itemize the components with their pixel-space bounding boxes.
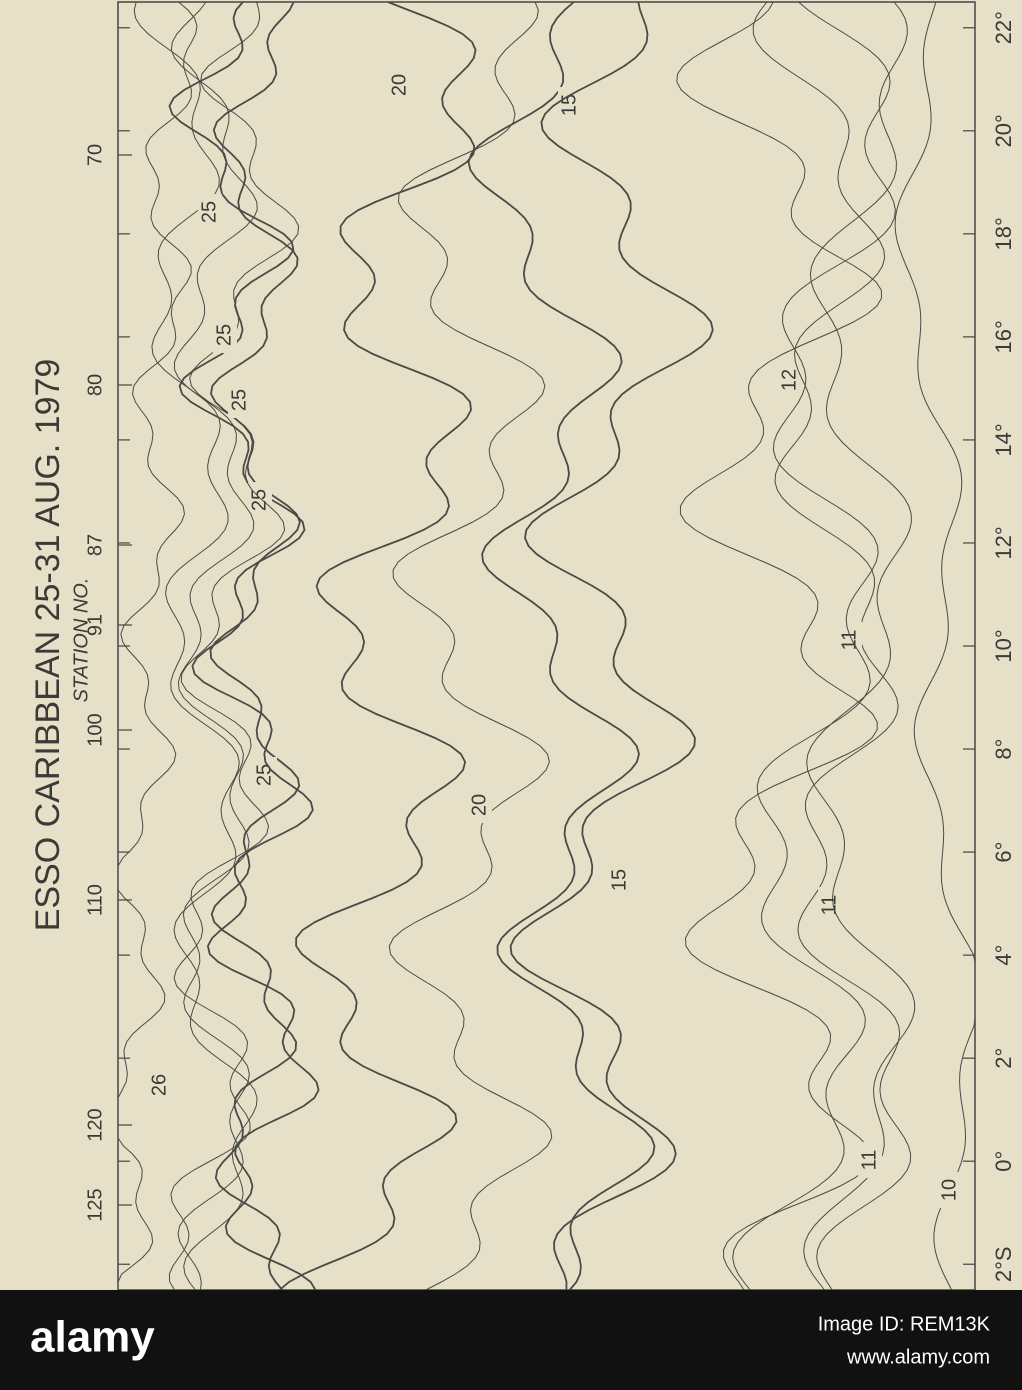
y-tick-label: 18° — [991, 217, 1016, 250]
contour-line — [170, 1, 258, 1291]
station-label: 100 — [84, 713, 106, 746]
contour-label: 12 — [778, 369, 800, 391]
station-label: 110 — [84, 884, 106, 916]
contour-label: 25 — [213, 324, 235, 346]
contour-line — [388, 1, 553, 1291]
chart-title: ESSO CARIBBEAN 25-31 AUG. 1979 — [29, 359, 67, 932]
contour-label: 20 — [468, 794, 490, 816]
contour-label-bg — [558, 87, 582, 123]
station-label: 70 — [84, 144, 106, 166]
contour-label-bg — [388, 67, 412, 103]
contour-label-bg — [198, 194, 222, 230]
station-label: 91 — [84, 614, 106, 636]
y-tick-label: 14° — [991, 423, 1016, 456]
x-axis-label: STATION NO. — [70, 578, 92, 703]
y-tick-label: 20° — [991, 114, 1016, 147]
contour-label: 25 — [198, 201, 220, 223]
contour-label-bg — [468, 787, 492, 823]
contour-label: 15 — [608, 869, 630, 891]
contour-line — [467, 1, 656, 1291]
y-tick-label: 2° — [991, 1048, 1016, 1069]
station-label: 125 — [84, 1188, 106, 1221]
contour-label-bg — [608, 862, 632, 898]
contour-line — [168, 1, 320, 1291]
contour-label-bg — [838, 622, 862, 658]
contour-label-bg — [148, 1067, 172, 1103]
contour-label: 25 — [253, 764, 275, 786]
contour-label-bg — [248, 482, 272, 518]
contour-label: 11 — [818, 895, 840, 916]
contour-label: 26 — [148, 1074, 170, 1096]
contour-line — [752, 1, 912, 1291]
contour-line — [676, 1, 883, 1291]
contour-line — [803, 1, 916, 1291]
y-tick-label: 12° — [991, 526, 1016, 559]
y-tick-label: 8° — [991, 739, 1016, 760]
contour-line — [894, 1, 976, 1291]
watermark-bar — [0, 1290, 1022, 1390]
contour-line — [117, 1, 198, 1290]
watermark-url: www.alamy.com — [846, 1346, 990, 1368]
contour-label: 10 — [938, 1179, 960, 1201]
contour-label-bg — [858, 1142, 882, 1178]
contour-label-bg — [938, 1172, 962, 1208]
contour-line — [509, 1, 714, 1291]
contour-label: 15 — [558, 94, 580, 116]
y-tick-label: 10° — [991, 629, 1016, 662]
contour-label-bg — [213, 317, 237, 353]
y-tick-label: 2°S — [991, 1246, 1016, 1282]
contour-line — [732, 1, 896, 1291]
y-tick-label: 22° — [991, 11, 1016, 44]
contour-label-bg — [228, 382, 252, 418]
contour-label: 25 — [228, 389, 250, 411]
contour-line — [168, 1, 300, 1291]
y-tick-label: 4° — [991, 945, 1016, 966]
contour-line — [133, 1, 258, 1291]
contour-label-bg — [778, 362, 802, 398]
contour-label: 20 — [388, 74, 410, 96]
station-label: 80 — [84, 374, 106, 396]
watermark-logo: alamy — [30, 1313, 155, 1362]
station-label: 87 — [84, 534, 106, 556]
y-tick-label: 0° — [991, 1151, 1016, 1172]
contour-line — [279, 1, 477, 1291]
contour-label: 11 — [858, 1150, 880, 1171]
watermark-id: Image ID: REM13K — [818, 1313, 991, 1335]
y-tick-label: 16° — [991, 320, 1016, 353]
contour-label: 25 — [248, 489, 270, 511]
y-tick-label: 6° — [991, 842, 1016, 863]
station-label: 120 — [84, 1108, 106, 1141]
